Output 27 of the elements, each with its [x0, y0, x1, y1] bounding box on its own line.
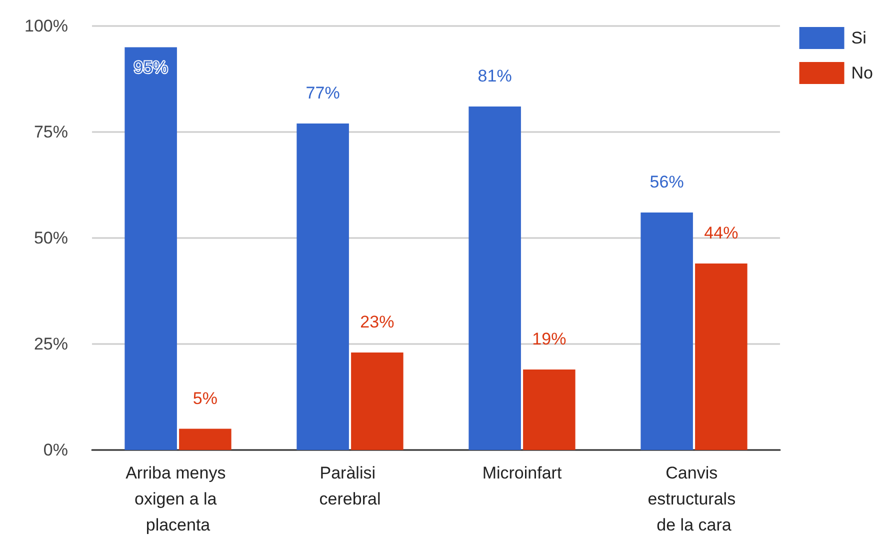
bar [468, 106, 521, 450]
x-tick-label: Paràlisi cerebral [319, 464, 381, 508]
data-label: 44% [704, 223, 738, 242]
x-tick-label: Canvis estructurals de la cara [648, 464, 740, 534]
x-tick-label: Microinfart [482, 464, 562, 482]
data-label: 95% [134, 58, 168, 78]
bar [179, 428, 232, 450]
data-label: 77% [306, 84, 340, 103]
data-label: 5% [192, 388, 218, 408]
y-tick-label: 75% [34, 122, 68, 142]
data-label: 56% [650, 172, 684, 192]
data-label: 81% [478, 66, 512, 86]
bar [523, 369, 576, 450]
legend-label: No [851, 64, 874, 82]
data-label: 19% [532, 329, 566, 348]
y-tick-label: 0% [43, 440, 68, 460]
bar [695, 263, 748, 450]
y-tick-label: 25% [34, 334, 68, 354]
y-tick-label: 50% [34, 228, 68, 248]
x-tick-label: Arriba menys oxigen a la placenta [126, 464, 230, 534]
legend-label: Si [851, 28, 866, 48]
bar [124, 47, 177, 450]
bar [296, 124, 349, 450]
bar [640, 212, 693, 450]
data-label: 23% [360, 312, 394, 332]
bar [351, 352, 404, 450]
y-tick-label: 100% [24, 16, 68, 36]
